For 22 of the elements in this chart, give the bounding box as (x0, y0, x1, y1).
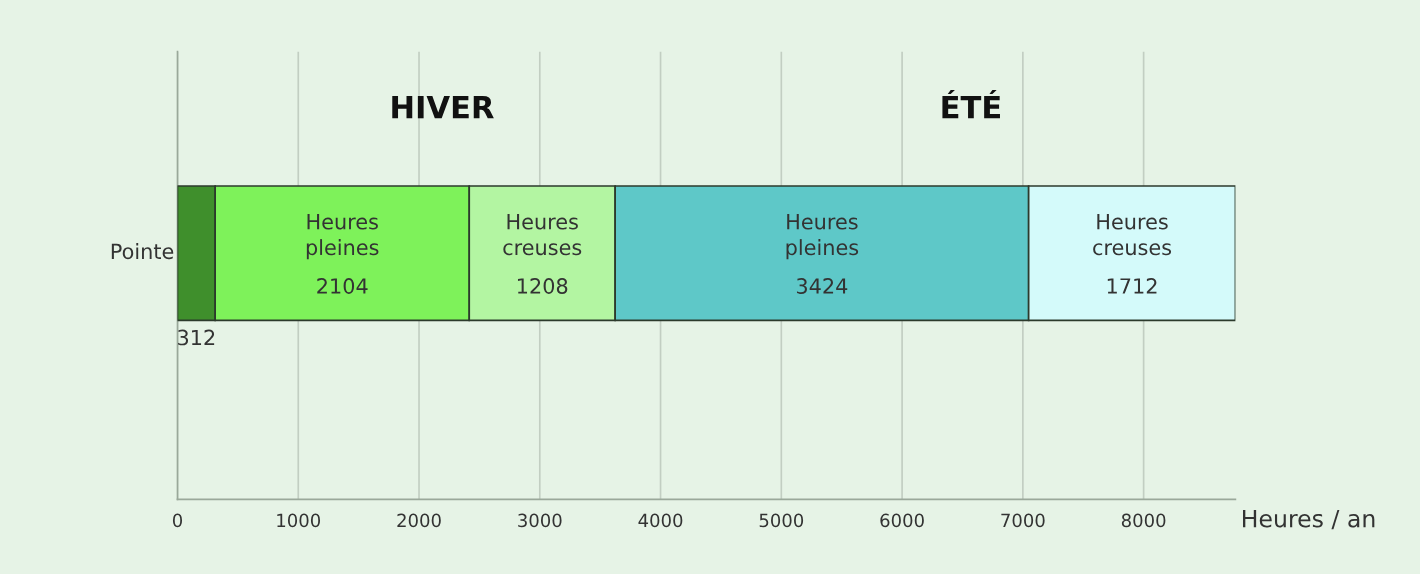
series-label: Heures creuses (503, 214, 582, 256)
annotation: HIVER (392, 96, 494, 119)
x-tick-label: 4000 (638, 513, 683, 528)
x-tick-label: 5000 (759, 513, 804, 528)
series-label: Heures pleines (786, 214, 859, 260)
x-tick-label: 1000 (277, 513, 321, 528)
series-label: Heures creuses (1093, 214, 1172, 256)
data-label: 1712 (1107, 278, 1157, 294)
series-label: Heures pleines (306, 214, 379, 260)
data-label: 312 (178, 329, 215, 346)
x-axis-title: Heures / an (1243, 509, 1375, 530)
annotation: ÉTÉ (942, 90, 1000, 119)
x-tick-label: 0 (172, 513, 183, 528)
x-tick-label: 6000 (880, 513, 924, 528)
x-tick-label: 2000 (397, 513, 441, 528)
data-label: 2104 (317, 278, 368, 294)
x-tick-label: 8000 (1121, 513, 1166, 528)
data-label: 3424 (796, 278, 848, 294)
data-label: 1208 (517, 278, 568, 294)
x-tick-label: 7000 (1001, 513, 1045, 528)
x-tick-label: 3000 (518, 513, 562, 528)
series-label: Pointe (111, 243, 174, 260)
